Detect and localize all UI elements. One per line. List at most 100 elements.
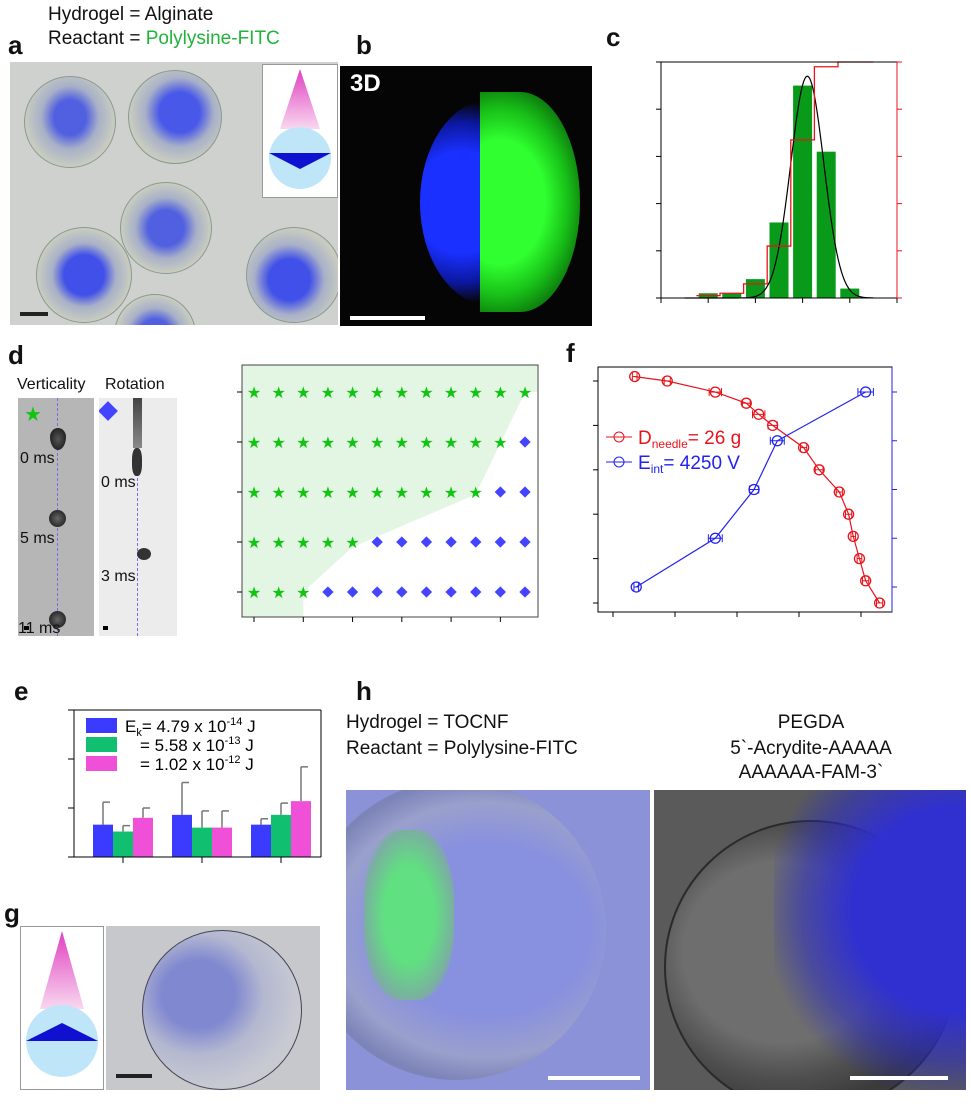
data-point xyxy=(709,532,721,544)
verticality-star-marker: ★ xyxy=(469,385,483,402)
rotation-diamond-marker xyxy=(519,486,531,498)
verticality-star-marker: ★ xyxy=(296,385,310,402)
rotation-diamond-marker xyxy=(494,586,507,598)
rotation-diamond-marker xyxy=(470,586,482,598)
verticality-star-marker: ★ xyxy=(395,435,409,452)
legend-marker xyxy=(613,456,625,468)
legend-marker xyxy=(613,431,625,443)
time-label: 0 ms xyxy=(20,450,55,467)
aerosol-schematic xyxy=(262,64,338,198)
histogram-bar xyxy=(722,293,742,298)
panel-h-reactant: Reactant = Polylysine-FITC xyxy=(346,738,578,759)
verticality-star-marker: ★ xyxy=(247,435,261,452)
rotation-diamond-marker xyxy=(322,586,334,598)
rotation-diamond-marker xyxy=(494,536,507,548)
verticality-star-marker: ★ xyxy=(271,485,285,502)
scale-bar xyxy=(350,316,425,320)
verticality-region xyxy=(241,365,538,617)
rotation-diamond-marker xyxy=(519,536,531,548)
time-label: 3 ms xyxy=(101,568,136,585)
verticality-star-marker: ★ xyxy=(370,485,384,502)
mode-label: 3D xyxy=(350,70,381,97)
verticality-star-marker: ★ xyxy=(345,385,359,402)
verticality-star-marker: ★ xyxy=(370,435,384,452)
star-icon: ★ xyxy=(24,404,42,426)
legend-label: = 5.58 x 10-13 J xyxy=(140,735,254,755)
data-point xyxy=(753,408,765,420)
verticality-star-marker: ★ xyxy=(345,485,359,502)
bar xyxy=(291,801,311,857)
histogram-bar xyxy=(816,151,836,298)
verticality-star-marker: ★ xyxy=(419,385,433,402)
verticality-star-marker: ★ xyxy=(444,485,458,502)
verticality-star-marker: ★ xyxy=(271,435,285,452)
bar xyxy=(133,817,153,857)
verticality-star-marker: ★ xyxy=(395,385,409,402)
legend-label: Ek= 4.79 x 10-14 J xyxy=(125,716,256,739)
data-point xyxy=(771,435,783,447)
scale-bar xyxy=(548,1076,640,1080)
verticality-star-marker: ★ xyxy=(296,435,310,452)
rotation-diamond-marker xyxy=(420,536,433,548)
verticality-star-marker: ★ xyxy=(247,535,261,552)
data-point xyxy=(748,483,760,496)
rotation-diamond-marker xyxy=(445,586,457,598)
legend-label: Dneedle= 26 g xyxy=(638,428,741,451)
rotation-image: 0 ms 3 ms xyxy=(99,398,177,636)
scale-bar xyxy=(20,312,48,316)
time-label: 5 ms xyxy=(20,530,55,547)
data-point xyxy=(798,441,810,454)
verticality-star-marker: ★ xyxy=(271,385,285,402)
data-point xyxy=(842,508,855,520)
rotation-diamond-marker xyxy=(519,436,531,448)
rotation-label: Rotation xyxy=(105,376,165,393)
rotation-diamond-marker xyxy=(445,536,457,548)
verticality-star-marker: ★ xyxy=(469,485,483,502)
verticality-star-marker: ★ xyxy=(518,385,532,402)
panel-label-e: e xyxy=(14,676,29,706)
rotation-diamond-marker xyxy=(420,586,433,598)
verticality-star-marker: ★ xyxy=(271,535,285,552)
data-point xyxy=(767,419,779,432)
verticality-image: ★ 0 ms 5 ms 11 ms xyxy=(18,398,94,636)
verticality-star-marker: ★ xyxy=(296,535,310,552)
panel-label-b: b xyxy=(356,30,372,60)
verticality-star-marker: ★ xyxy=(444,435,458,452)
bar xyxy=(271,814,291,857)
time-label: 0 ms xyxy=(101,474,136,491)
verticality-star-marker: ★ xyxy=(296,485,310,502)
alginate-microscopy-image xyxy=(10,62,338,325)
legend-swatch xyxy=(86,718,117,733)
data-point xyxy=(847,530,859,543)
data-point xyxy=(630,581,642,593)
panel-h-oligo-line1: 5`-Acrydite-AAAAA xyxy=(730,738,892,759)
verticality-star-marker: ★ xyxy=(345,435,359,452)
verticality-star-marker: ★ xyxy=(493,385,507,402)
panel-label-c: c xyxy=(606,22,621,52)
bar xyxy=(93,824,113,857)
rotation-diamond-marker xyxy=(371,586,383,598)
legend-label: = 1.02 x 10-12 J xyxy=(140,754,254,774)
verticality-star-marker: ★ xyxy=(321,485,335,502)
chart-c-histogram xyxy=(656,61,902,303)
data-point xyxy=(661,375,673,387)
reactant-prefix: Reactant = xyxy=(48,28,146,49)
histogram-bar xyxy=(793,85,813,298)
rotation-diamond-marker xyxy=(470,536,482,548)
verticality-star-marker: ★ xyxy=(321,535,335,552)
legend-swatch xyxy=(86,737,117,752)
data-point xyxy=(860,575,872,587)
bar xyxy=(113,831,133,857)
histogram-bar xyxy=(840,288,860,298)
tocnf-microscopy-image-g xyxy=(106,926,320,1090)
rotation-diamond-marker xyxy=(346,586,359,598)
data-point xyxy=(629,370,641,383)
verticality-star-marker: ★ xyxy=(469,435,483,452)
bar xyxy=(212,827,232,857)
panel-h-hydrogel: Hydrogel = TOCNF xyxy=(346,712,509,733)
verticality-star-marker: ★ xyxy=(419,435,433,452)
bar xyxy=(172,814,192,857)
panel-h-oligo-line2: AAAAAA-FAM-3` xyxy=(738,762,884,783)
data-point xyxy=(833,486,845,498)
